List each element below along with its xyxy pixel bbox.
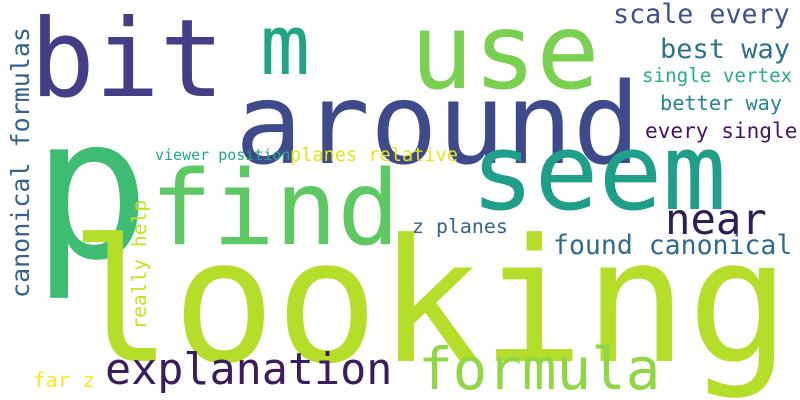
word-really-help: really help [127, 199, 151, 330]
word-near: near [665, 195, 767, 244]
word-planes-relative: planes relative [290, 144, 458, 166]
word-canonical-formulas: canonical formulas [5, 27, 35, 298]
word-scale-every: scale every [613, 0, 790, 30]
word-use: use [410, 0, 600, 113]
word-viewer-position: viewer position [155, 145, 291, 164]
word-seem: seem [470, 110, 727, 235]
word-looking: looking [69, 203, 791, 400]
word-better-way: better way [660, 91, 783, 115]
word-far-z: far z [33, 367, 95, 392]
word-explanation: explanation [105, 344, 393, 395]
word-find: find [150, 149, 400, 269]
word-best-way: best way [660, 33, 791, 65]
word-every-single: every single [645, 117, 798, 143]
word-found-canonical: found canonical [553, 229, 793, 261]
word-bit: bit [30, 0, 225, 122]
word-single-vertex: single vertex [642, 63, 793, 87]
word-around: around [235, 60, 641, 190]
word-m: m [260, 0, 311, 94]
word-p: p [32, 74, 151, 304]
word-z-planes: z planes [412, 214, 508, 238]
word-formula: formula [418, 336, 661, 400]
